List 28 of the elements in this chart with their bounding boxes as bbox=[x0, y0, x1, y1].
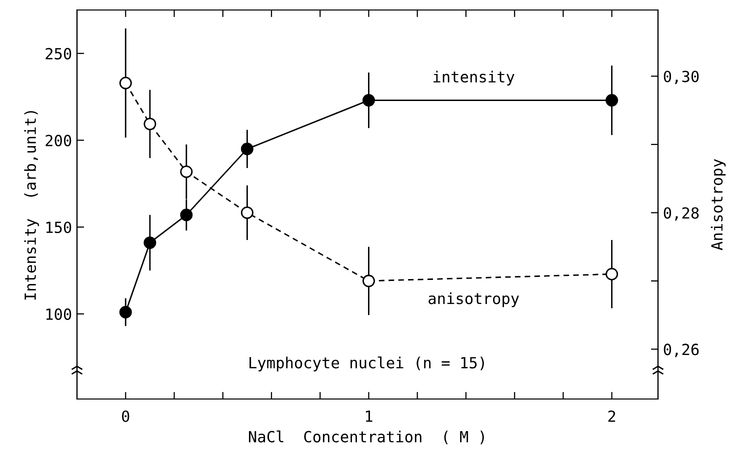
y-tick-label: 250 bbox=[46, 48, 72, 60]
x-axis-title: NaCl Concentration ( M ) bbox=[248, 430, 484, 444]
point bbox=[606, 268, 618, 280]
series-label: anisotropy bbox=[428, 292, 519, 308]
x-tick-label: 2 bbox=[608, 410, 616, 422]
y2-tick-label: 0,28 bbox=[664, 207, 699, 221]
point bbox=[119, 306, 132, 318]
y-tick-label: 200 bbox=[46, 134, 72, 146]
y2-axis-title: Anisotropy bbox=[710, 159, 726, 250]
point bbox=[144, 118, 156, 130]
point bbox=[362, 274, 375, 288]
point bbox=[606, 94, 618, 107]
point bbox=[119, 76, 132, 90]
point bbox=[362, 94, 375, 107]
annotation: Lymphocyte nuclei (n = 15) bbox=[250, 356, 484, 372]
y-axis-title: Intensity (arb,unit) bbox=[24, 111, 39, 300]
x-tick-label: 0 bbox=[122, 410, 130, 422]
y-tick-label: 150 bbox=[46, 222, 72, 234]
point bbox=[180, 165, 193, 178]
point bbox=[144, 236, 156, 249]
x-tick-label: 1 bbox=[366, 410, 372, 422]
y-tick-label: 100 bbox=[46, 308, 72, 320]
point bbox=[180, 208, 193, 222]
point bbox=[240, 142, 254, 156]
y2-tick-label: 0,30 bbox=[664, 70, 699, 84]
y2-tick-label: 0,26 bbox=[664, 344, 699, 358]
point bbox=[240, 206, 254, 219]
series-label: intensity bbox=[434, 70, 514, 86]
